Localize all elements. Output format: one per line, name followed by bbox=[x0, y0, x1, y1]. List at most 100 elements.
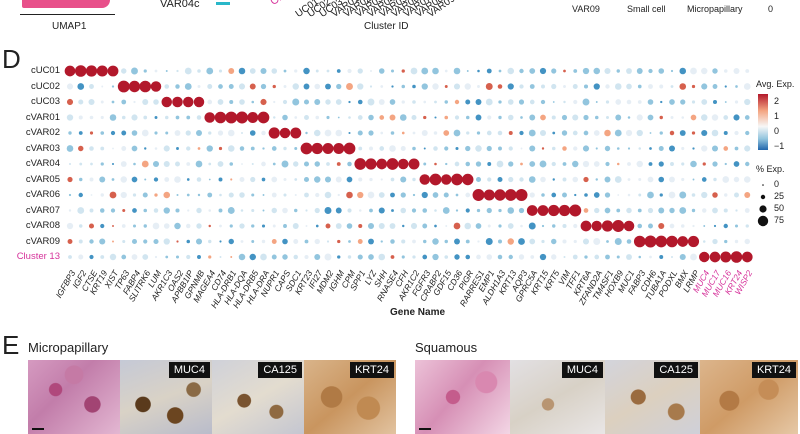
dot bbox=[614, 83, 622, 90]
dot bbox=[507, 83, 514, 90]
dot bbox=[432, 192, 439, 198]
dot bbox=[260, 98, 267, 106]
dot bbox=[78, 115, 83, 120]
stain-tag: KRT24 bbox=[751, 362, 796, 378]
dot bbox=[273, 100, 276, 104]
dot bbox=[670, 85, 674, 88]
dot bbox=[238, 83, 246, 90]
dot bbox=[196, 130, 202, 136]
umap-axis-line bbox=[20, 14, 115, 15]
dot bbox=[573, 69, 578, 73]
dot bbox=[733, 161, 740, 167]
dot bbox=[324, 253, 332, 261]
dot bbox=[196, 177, 202, 182]
dot bbox=[304, 115, 309, 120]
dot bbox=[658, 68, 665, 74]
dot bbox=[121, 254, 127, 260]
dot bbox=[702, 240, 706, 243]
dot bbox=[518, 254, 525, 260]
dot bbox=[400, 192, 406, 198]
dot bbox=[584, 193, 588, 197]
dot bbox=[486, 254, 492, 260]
dot bbox=[325, 83, 331, 90]
dot bbox=[604, 176, 611, 183]
dot bbox=[174, 222, 181, 230]
dot bbox=[346, 191, 353, 199]
dot bbox=[314, 238, 320, 245]
dot bbox=[638, 147, 641, 150]
dot bbox=[154, 131, 158, 135]
dot bbox=[519, 177, 524, 182]
dot bbox=[520, 147, 523, 150]
dot bbox=[79, 177, 83, 182]
dot bbox=[679, 83, 687, 90]
dot bbox=[380, 85, 384, 88]
dot bbox=[626, 68, 632, 74]
dot bbox=[508, 161, 514, 167]
dot bbox=[626, 83, 632, 90]
dot bbox=[735, 209, 738, 212]
dot bbox=[626, 99, 632, 105]
dot bbox=[712, 68, 718, 74]
dot bbox=[412, 239, 416, 244]
dot bbox=[271, 146, 277, 151]
dot bbox=[150, 81, 162, 92]
dot bbox=[692, 178, 695, 181]
dot bbox=[282, 254, 288, 260]
dot bbox=[648, 223, 653, 229]
dot bbox=[142, 98, 149, 106]
dot bbox=[184, 83, 192, 90]
dot bbox=[326, 115, 330, 120]
dot bbox=[262, 194, 265, 196]
dot bbox=[496, 160, 504, 168]
dot bbox=[292, 83, 299, 90]
dot bbox=[582, 145, 590, 152]
dot bbox=[744, 98, 751, 106]
dot bbox=[595, 101, 598, 103]
dot bbox=[670, 255, 674, 259]
dot bbox=[551, 68, 557, 74]
dot bbox=[347, 255, 352, 259]
dot bbox=[485, 238, 493, 245]
dot bbox=[99, 208, 105, 213]
dot bbox=[434, 209, 437, 212]
dot bbox=[251, 240, 255, 243]
dot bbox=[733, 67, 740, 75]
dot bbox=[227, 129, 235, 137]
dot bbox=[175, 255, 180, 259]
dot bbox=[109, 191, 117, 199]
dot bbox=[476, 177, 481, 182]
panel-e-letter: E bbox=[2, 330, 20, 360]
dot bbox=[376, 158, 388, 170]
dot bbox=[465, 208, 470, 213]
dot bbox=[154, 255, 158, 259]
dot bbox=[218, 208, 223, 213]
dot bbox=[444, 69, 448, 73]
dot bbox=[271, 239, 277, 244]
dot bbox=[326, 162, 330, 166]
dot bbox=[314, 254, 321, 260]
dot bbox=[281, 160, 289, 168]
dot bbox=[582, 67, 590, 75]
dot bbox=[529, 238, 536, 245]
dot bbox=[476, 208, 481, 213]
dot bbox=[518, 238, 525, 245]
dot bbox=[454, 238, 460, 245]
table-cell: Small cell bbox=[627, 4, 666, 14]
dot bbox=[239, 99, 245, 105]
dot bbox=[282, 99, 288, 105]
dot bbox=[292, 223, 299, 229]
dot bbox=[434, 100, 437, 104]
dot bbox=[294, 147, 298, 150]
dot bbox=[498, 208, 502, 213]
dot bbox=[335, 99, 342, 105]
dot bbox=[117, 80, 130, 93]
dot bbox=[572, 84, 578, 89]
dot bbox=[593, 192, 600, 198]
dot bbox=[734, 130, 739, 136]
legend-colorbar bbox=[758, 94, 768, 150]
dot bbox=[239, 146, 245, 151]
dot bbox=[165, 115, 169, 120]
dot bbox=[314, 176, 321, 183]
dot bbox=[580, 220, 592, 232]
